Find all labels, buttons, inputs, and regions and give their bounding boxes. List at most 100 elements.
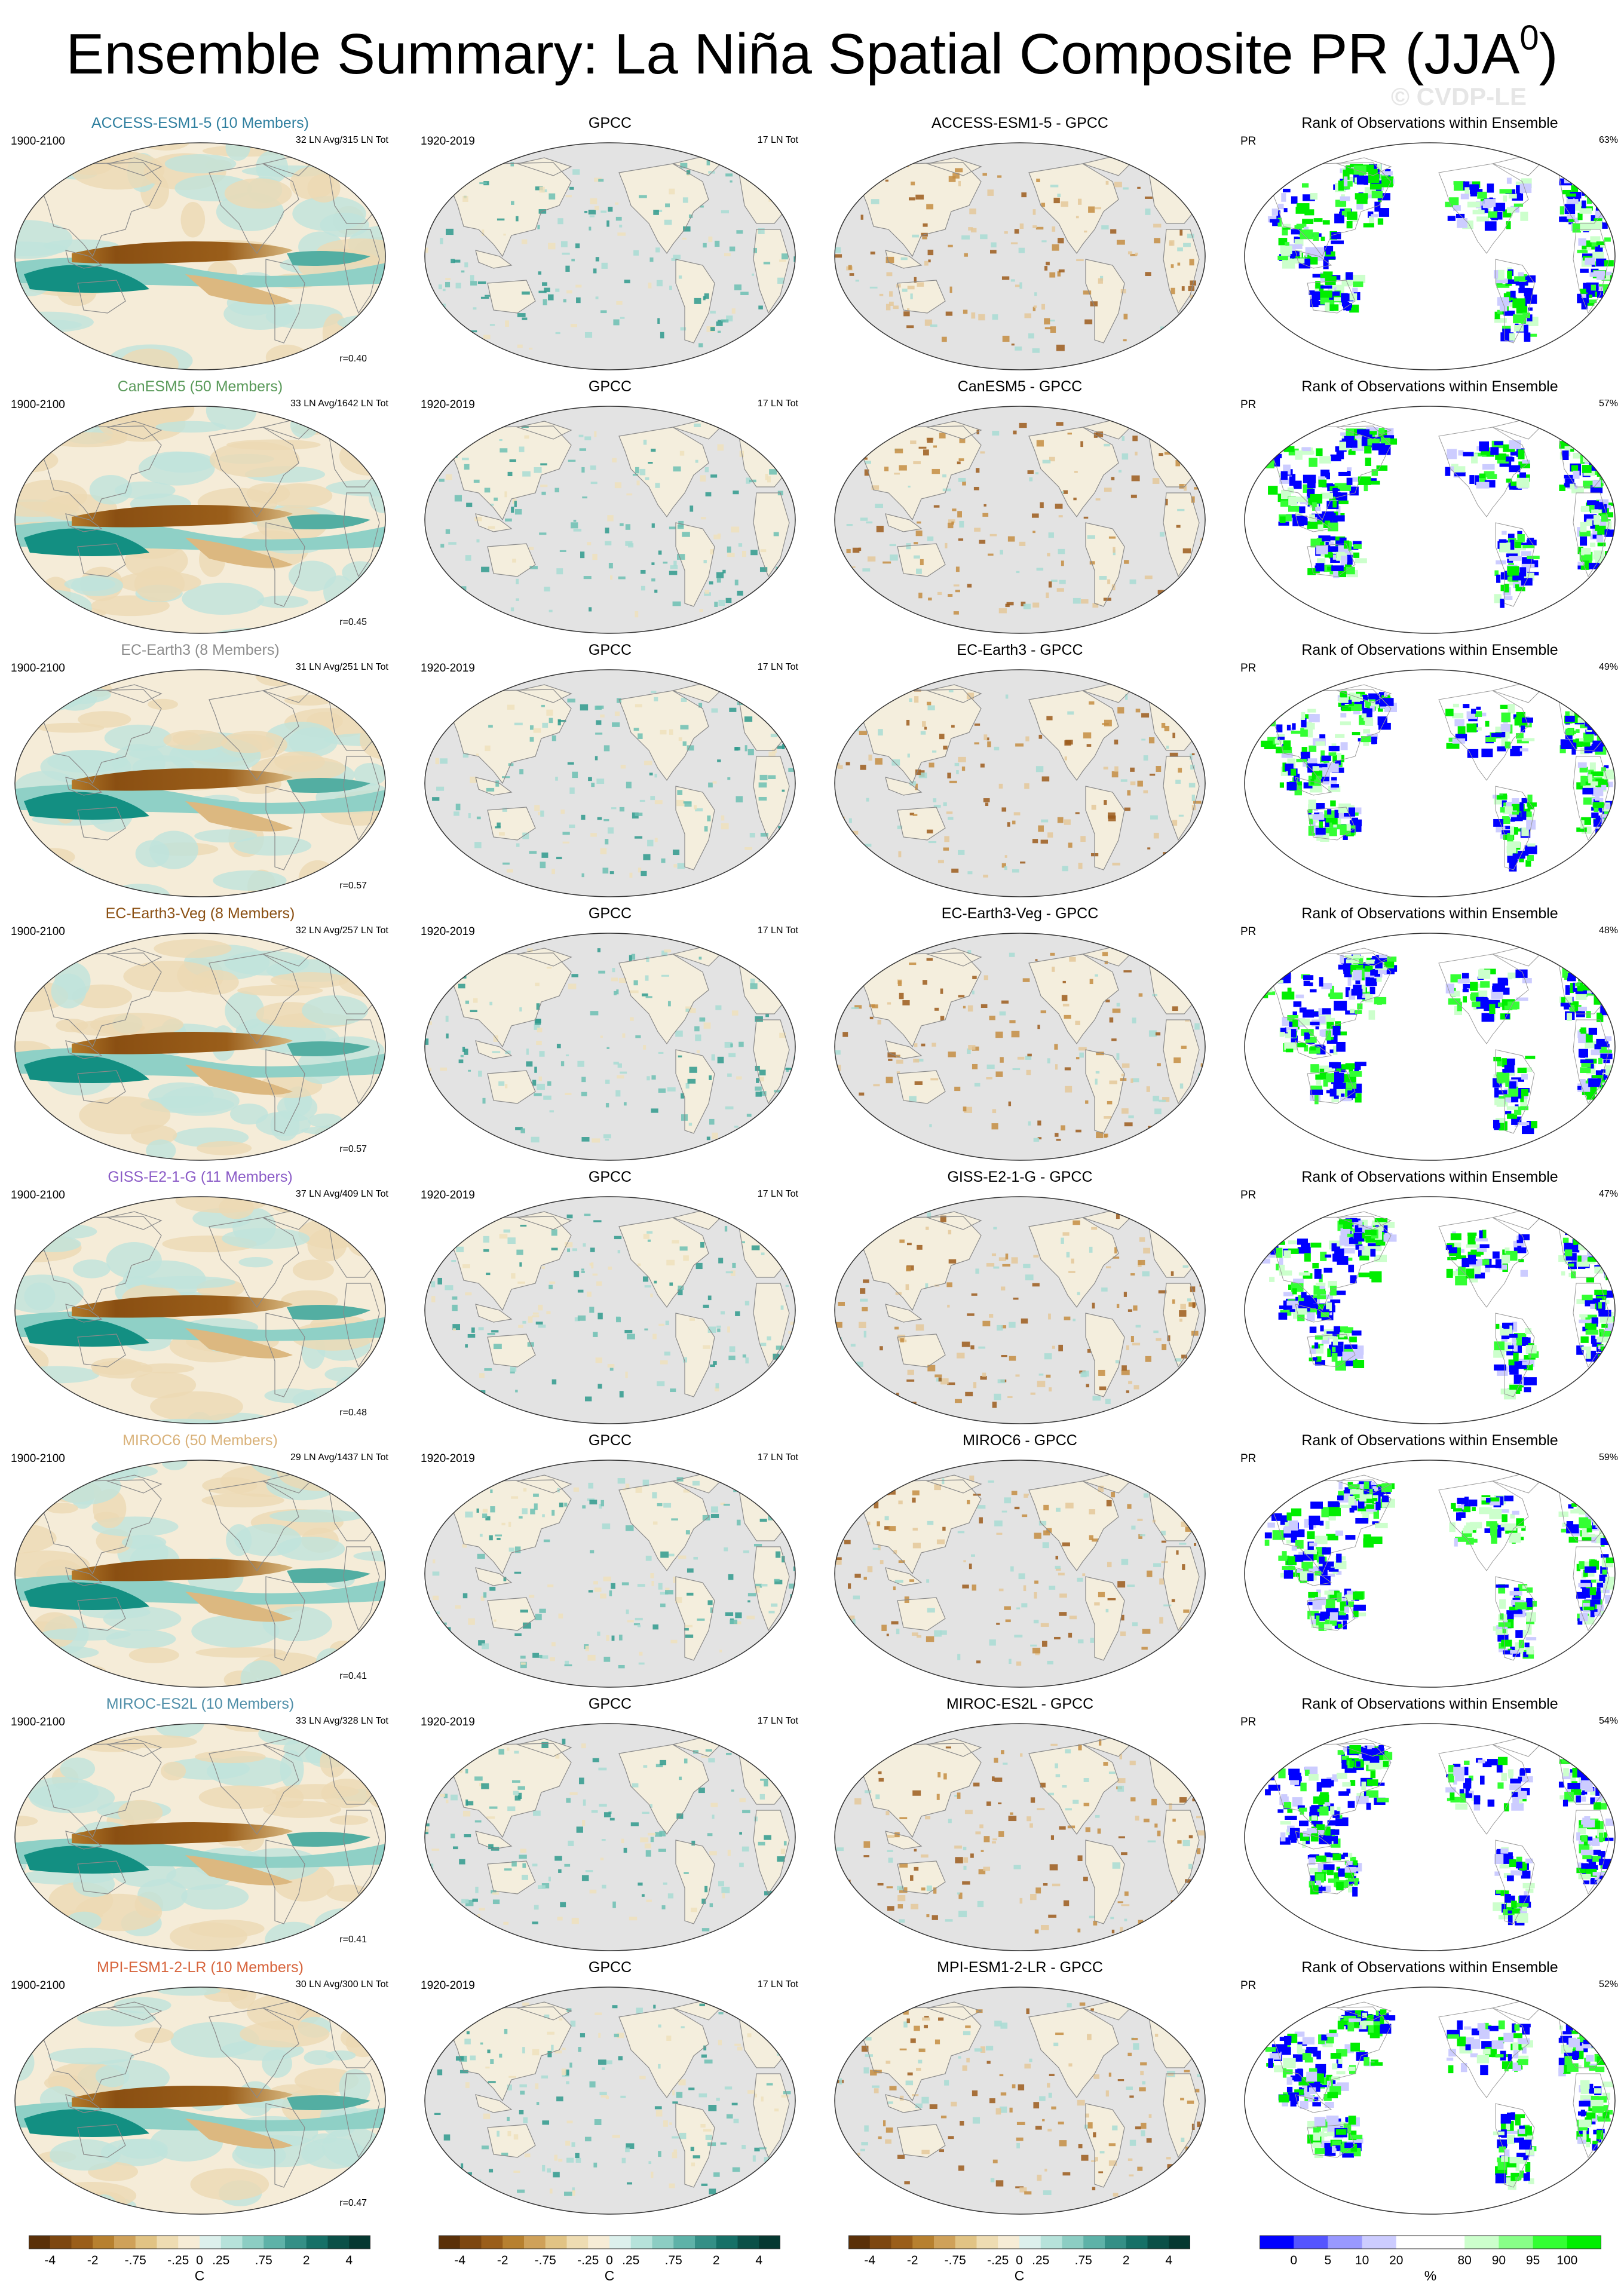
colorbar-swatch xyxy=(545,2236,567,2249)
colorbar-swatch xyxy=(566,2236,589,2249)
model-panel-period-label: 1900-2100 xyxy=(11,662,65,675)
colorbar-swatch xyxy=(285,2236,307,2249)
diff-panel: CanESM5 - GPCC xyxy=(832,378,1208,635)
diff-panel-map xyxy=(834,933,1206,1161)
colorbar-unit-label: % xyxy=(1424,2268,1437,2283)
colorbar-tick-label: 20 xyxy=(1389,2254,1404,2267)
colorbar-tick-label: -4 xyxy=(44,2254,56,2267)
obs-colorbar: -4 -2 -.75 -.25 0 .25 .75 2 4 C xyxy=(439,2234,781,2288)
diff-panel-map xyxy=(834,1987,1206,2215)
colorbar-swatch xyxy=(242,2236,264,2249)
colorbar-tick-label: 4 xyxy=(345,2254,353,2267)
rank-panel-title: Rank of Observations within Ensemble xyxy=(1301,1696,1558,1712)
colorbar-swatch xyxy=(1396,2236,1431,2249)
obs-panel-count-label: 17 LN Tot xyxy=(757,1452,798,1463)
rank-panel: Rank of Observations within Ensemble PR 59… xyxy=(1240,1432,1618,1689)
colorbar-tick-label: .75 xyxy=(255,2254,272,2267)
colorbar-tick-label: .25 xyxy=(622,2254,640,2267)
colorbar-swatch xyxy=(50,2236,72,2249)
colorbar-swatch xyxy=(848,2236,871,2249)
colorbar-swatch xyxy=(524,2236,546,2249)
rank-panel-period-label: PR xyxy=(1240,662,1257,675)
rank-panel-map xyxy=(1244,669,1616,897)
colorbar-tick-label: .75 xyxy=(664,2254,682,2267)
obs-panel-period-label: 1920-2019 xyxy=(421,398,475,411)
obs-panel-map xyxy=(424,142,796,370)
model-panel: ACCESS-ESM1-5 (10 Members) 1900-2100 32 LN… xyxy=(11,115,388,372)
model-panel-title: MIROC-ES2L (10 Members) xyxy=(106,1696,295,1712)
model-panel-period-label: 1900-2100 xyxy=(11,1452,65,1465)
rank-panel-title: Rank of Observations within Ensemble xyxy=(1301,905,1558,922)
diff-panel-map xyxy=(834,406,1206,634)
colorbar-swatch xyxy=(481,2236,503,2249)
pattern-correlation-label: r=0.57 xyxy=(339,1144,367,1154)
colorbar-swatch xyxy=(1260,2236,1294,2249)
colorbar-swatch xyxy=(737,2236,759,2249)
obs-panel-map xyxy=(424,933,796,1161)
colorbar-tick-label: -.25 xyxy=(577,2254,599,2267)
colorbar-swatch xyxy=(29,2236,51,2249)
rank-panel-period-label: PR xyxy=(1240,1189,1257,1201)
diff-panel-title: ACCESS-ESM1-5 - GPCC xyxy=(931,115,1108,131)
rank-panel-count-label: 63% xyxy=(1598,135,1618,145)
colorbar-swatch xyxy=(1147,2236,1169,2249)
colorbar-tick-label: -.25 xyxy=(987,2254,1009,2267)
colorbar-swatch xyxy=(1105,2236,1127,2249)
colorbar-swatch xyxy=(869,2236,891,2249)
colorbar-tick-label: -2 xyxy=(87,2254,99,2267)
obs-panel-map xyxy=(424,1723,796,1951)
rank-panel-title: Rank of Observations within Ensemble xyxy=(1301,378,1558,395)
colorbar-swatch xyxy=(439,2236,461,2249)
model-colorbar-swatches xyxy=(29,2235,371,2249)
model-panel-map xyxy=(14,669,386,897)
colorbar-swatch xyxy=(976,2236,998,2249)
pattern-correlation-label: r=0.57 xyxy=(339,881,367,891)
model-panel-period-label: 1900-2100 xyxy=(11,1189,65,1201)
rank-panel-count-label: 49% xyxy=(1598,662,1618,672)
colorbar-swatch xyxy=(998,2236,1020,2249)
colorbar-swatch xyxy=(1083,2236,1105,2249)
colorbar-tick-label: 2 xyxy=(712,2254,720,2267)
rank-panel: Rank of Observations within Ensemble PR 63… xyxy=(1240,115,1618,372)
rank-panel-map xyxy=(1244,406,1616,634)
colorbar-swatch xyxy=(157,2236,179,2249)
colorbar-swatch xyxy=(934,2236,956,2249)
colorbar-tick-label: 0 xyxy=(196,2254,203,2267)
colorbar-swatch xyxy=(306,2236,328,2249)
colorbar-tick-label: .25 xyxy=(1032,2254,1050,2267)
obs-panel-count-label: 17 LN Tot xyxy=(757,1979,798,1989)
colorbar-swatch xyxy=(1533,2236,1568,2249)
model-panel: EC-Earth3 (8 Members) 1900-2100 31 LN Avg/… xyxy=(11,642,388,899)
model-panel-count-label: 32 LN Avg/315 LN Tot xyxy=(295,135,388,145)
rank-panel-title: Rank of Observations within Ensemble xyxy=(1301,1959,1558,1976)
colorbar-swatch xyxy=(327,2236,350,2249)
rank-panel: Rank of Observations within Ensemble PR 47… xyxy=(1240,1169,1618,1426)
colorbar-swatch xyxy=(178,2236,200,2249)
obs-panel-title: GPCC xyxy=(588,378,632,395)
rank-panel: Rank of Observations within Ensemble PR 52… xyxy=(1240,1959,1618,2216)
colorbar-tick-label: -2 xyxy=(906,2254,918,2267)
rank-panel-count-label: 54% xyxy=(1598,1716,1618,1726)
colorbar-swatch xyxy=(93,2236,115,2249)
rank-panel-period-label: PR xyxy=(1240,135,1257,148)
colorbar-swatch xyxy=(1169,2236,1191,2249)
colorbar-tick-label: 4 xyxy=(755,2254,763,2267)
colorbar-tick-label: -.75 xyxy=(534,2254,556,2267)
colorbar-tick-label: 5 xyxy=(1324,2254,1332,2267)
model-panel-period-label: 1900-2100 xyxy=(11,398,65,411)
obs-panel-count-label: 17 LN Tot xyxy=(757,135,798,145)
colorbar-swatch xyxy=(1567,2236,1602,2249)
model-panel-count-label: 29 LN Avg/1437 LN Tot xyxy=(290,1452,388,1463)
colorbar-swatch xyxy=(609,2236,632,2249)
diff-panel-map xyxy=(834,1196,1206,1424)
colorbar-swatch xyxy=(1328,2236,1363,2249)
colorbar-swatch xyxy=(955,2236,977,2249)
model-panel-map xyxy=(14,1987,386,2215)
colorbar-unit-label: C xyxy=(194,2268,205,2283)
obs-panel: GPCC 1920-2019 17 LN Tot xyxy=(421,1959,798,2216)
model-panel: CanESM5 (50 Members) 1900-2100 33 LN Avg/1… xyxy=(11,378,388,635)
colorbar-tick-label: .75 xyxy=(1074,2254,1092,2267)
diff-panel: MIROC6 - GPCC xyxy=(832,1432,1208,1689)
obs-panel-title: GPCC xyxy=(588,115,632,131)
obs-panel: GPCC 1920-2019 17 LN Tot xyxy=(421,905,798,1162)
